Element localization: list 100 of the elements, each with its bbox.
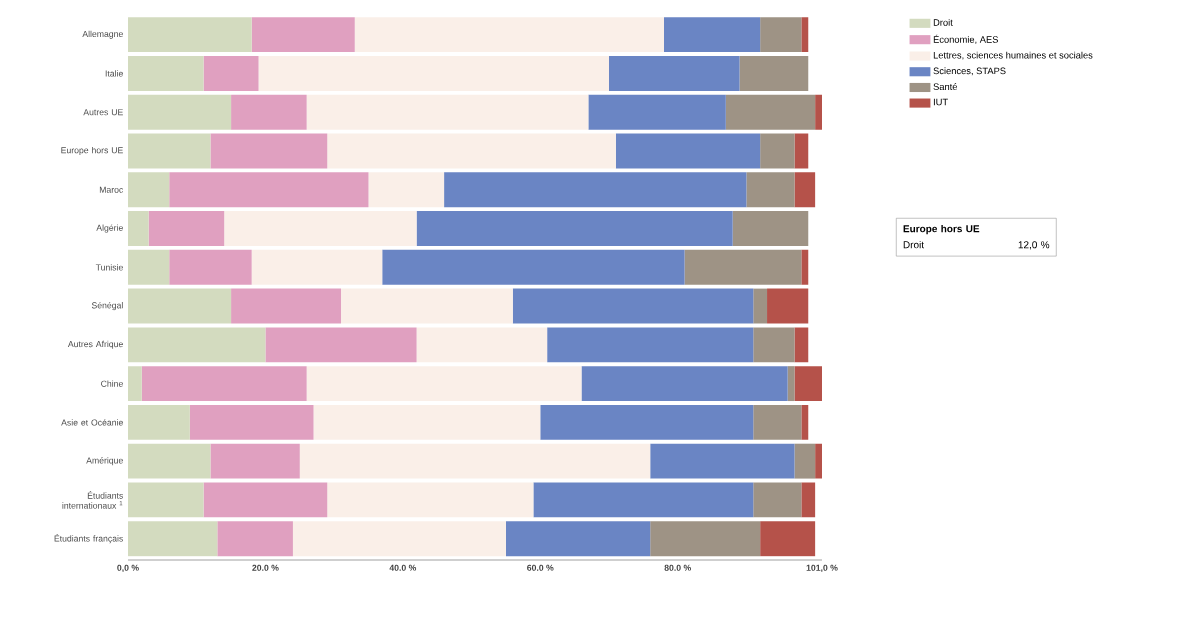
bar <box>760 521 816 557</box>
bar <box>217 521 293 557</box>
bar <box>128 55 204 91</box>
bar <box>265 327 417 363</box>
bar <box>505 521 651 557</box>
bar <box>128 482 204 518</box>
x-tick-label: 101,0 % <box>806 564 838 573</box>
bar <box>128 133 211 169</box>
bar <box>663 17 761 53</box>
x-tick-label: 80.0 % <box>664 564 691 571</box>
y-tick-label: Tunisie <box>95 264 123 271</box>
y-tick-label: Étudiants internationaux $^{1}$ <box>62 491 123 509</box>
y-tick-label: Chine <box>101 380 123 387</box>
legend-label: Sciences, STAPS <box>933 67 1006 76</box>
bar <box>203 482 328 518</box>
bar <box>760 17 802 53</box>
bar <box>815 443 823 479</box>
y-tick-label: Algérie <box>96 224 123 233</box>
bar <box>801 17 809 53</box>
bar <box>128 521 218 557</box>
bar <box>608 55 740 91</box>
y-tick-label: Autres UE <box>83 109 123 116</box>
bar <box>231 288 342 324</box>
bar <box>739 55 809 91</box>
bar <box>128 443 211 479</box>
y-tick-label: Asie et Océanie <box>61 419 123 426</box>
bar <box>203 55 259 91</box>
bar <box>787 366 795 402</box>
bar <box>382 249 685 285</box>
bar <box>354 17 664 53</box>
y-tick-label: Amérique <box>86 457 123 466</box>
bar <box>416 327 548 363</box>
bar <box>327 133 616 169</box>
bar <box>306 94 589 130</box>
bar <box>128 404 190 440</box>
bar <box>794 443 816 479</box>
bar <box>128 211 149 246</box>
bar <box>767 288 809 324</box>
bar <box>753 404 802 440</box>
bar <box>128 327 266 363</box>
bar <box>128 249 170 285</box>
bar <box>299 443 651 479</box>
bar <box>258 55 609 91</box>
bar <box>588 94 726 130</box>
bar <box>650 521 761 557</box>
bar <box>128 17 252 53</box>
bar <box>189 404 314 440</box>
x-tick-label: 40.0 % <box>389 564 417 571</box>
bar <box>251 249 383 285</box>
bar <box>128 94 232 130</box>
x-tick-label: 0,0 % <box>117 564 139 573</box>
bar <box>725 94 816 130</box>
y-tick-label: Étudiants français <box>54 534 123 544</box>
bar <box>368 172 445 208</box>
bar <box>732 211 809 246</box>
bar <box>306 366 582 402</box>
bar <box>210 133 328 169</box>
bar <box>231 94 307 130</box>
bar <box>615 133 761 169</box>
bar <box>416 211 733 246</box>
bar <box>684 249 802 285</box>
bar <box>540 404 754 440</box>
bar <box>169 249 252 285</box>
bar <box>444 172 747 208</box>
bar <box>512 288 754 324</box>
y-tick-label: Maroc <box>99 186 124 193</box>
bar <box>128 288 232 324</box>
bar <box>794 172 816 208</box>
bar <box>760 133 795 169</box>
bar <box>801 249 809 285</box>
bar <box>650 443 795 479</box>
text: 12,0 % <box>1018 241 1050 250</box>
legend-label: Droit <box>933 18 953 26</box>
bar <box>581 366 788 402</box>
bar <box>533 482 754 518</box>
bar <box>341 288 513 324</box>
bar <box>547 327 754 363</box>
text: Droit <box>903 240 924 249</box>
bar <box>753 327 795 363</box>
y-tick-label: Italie <box>105 70 123 77</box>
bar <box>794 327 809 363</box>
x-tick-label: 20.0 % <box>252 564 279 571</box>
bar <box>292 521 506 557</box>
bar <box>746 172 795 208</box>
legend-label: Économie, AES <box>933 34 998 44</box>
bar <box>753 288 768 324</box>
bar <box>128 172 170 208</box>
legend-label: IUT <box>933 98 948 106</box>
text: Europe hors UE <box>903 224 980 235</box>
x-tick-label: 60.0 % <box>527 564 554 571</box>
bar <box>815 94 823 130</box>
bar <box>801 482 816 518</box>
bar <box>801 404 809 440</box>
y-tick-label: Europe hors UE <box>61 146 123 156</box>
bar <box>313 404 541 440</box>
y-tick-label: Sénégal <box>91 301 123 311</box>
legend-label: Santé <box>933 83 958 91</box>
bar <box>794 133 809 169</box>
y-tick-label: Autres Afrique <box>67 340 123 349</box>
bar <box>210 443 300 479</box>
